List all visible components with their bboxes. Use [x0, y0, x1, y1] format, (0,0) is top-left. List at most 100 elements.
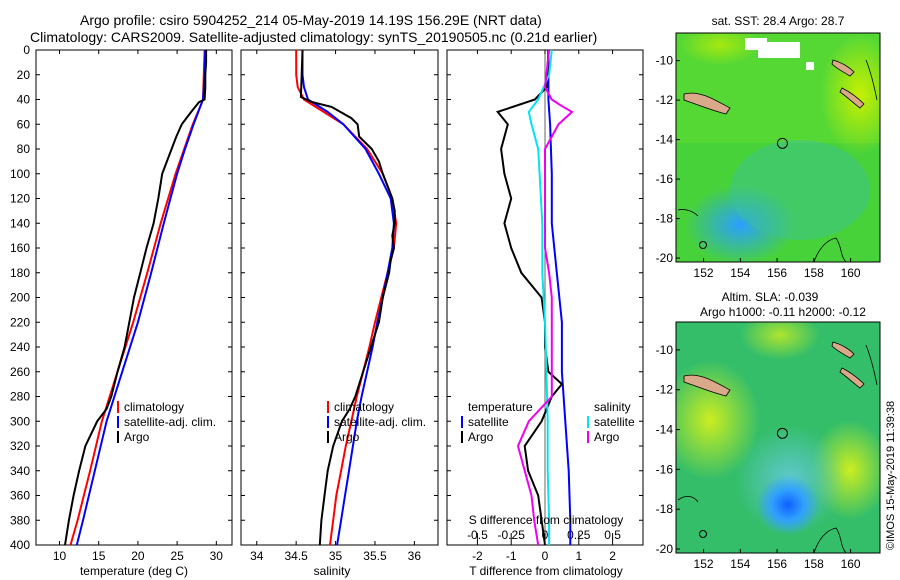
contour-line [813, 237, 847, 262]
sla-low-patch [756, 475, 820, 535]
sla-map-frame [675, 321, 881, 554]
depth-tick-label: 260 [10, 365, 30, 379]
contour-line [865, 344, 878, 386]
lon-tick-label: 158 [804, 557, 824, 571]
lat-tick-label: -16 [656, 172, 674, 186]
series-line-argo [64, 50, 208, 545]
x-tick-label: 36 [408, 549, 422, 563]
x-tick-label: 10 [53, 549, 67, 563]
depth-tick-label: 80 [17, 142, 31, 156]
temperature-series [64, 50, 208, 545]
series-line-argo [299, 50, 396, 545]
x-tick-label: 0 [542, 549, 549, 563]
land-solomon-islands [839, 87, 865, 109]
sla-map-axes: 152 154 156 158 160 -10 -12 -14 -16 -18 -20 [656, 343, 861, 571]
x-tick-label: 35 [329, 549, 343, 563]
contour-line [813, 527, 847, 553]
legend-satellite-adj-label: satellite-adj. clim. [124, 415, 216, 429]
legend-s-satellite-label: satellite [594, 415, 635, 429]
depth-tick-label: 160 [10, 241, 30, 255]
salinity-axis-label: salinity [314, 564, 351, 578]
depth-tick-label: 0 [23, 43, 30, 57]
figure-title-line2: Climatology: CARS2009. Satellite-adjuste… [30, 29, 597, 45]
legend-t-satellite-label: satellite [468, 415, 509, 429]
lon-tick-label: 160 [841, 557, 861, 571]
sla-high-patch [676, 360, 760, 480]
series-line-satellite-adj-clim- [301, 50, 395, 545]
x-tick-label: 34.5 [284, 549, 308, 563]
lat-tick-label: -18 [656, 212, 674, 226]
salinity-legend: climatology satellite-adj. clim. Argo [327, 400, 426, 444]
sla-high-patch [740, 322, 820, 360]
depth-tick-label: 400 [10, 538, 30, 552]
sst-cool-patch [685, 185, 795, 262]
land-solomon-islands [831, 59, 855, 77]
lon-tick-label: 154 [730, 557, 750, 571]
legend-argo-label: Argo [334, 430, 360, 444]
reef-contour [699, 530, 707, 538]
land-new-guinea-islands [683, 92, 731, 115]
series-line-salinity-argo [516, 50, 574, 545]
lat-tick-label: -14 [656, 133, 674, 147]
argo-position-marker [776, 137, 788, 149]
series-line-climatology [69, 50, 206, 545]
x-tick-label: 20 [131, 549, 145, 563]
lon-tick-label: 158 [804, 266, 824, 280]
t-difference-axis-label: T difference from climatology [469, 564, 623, 578]
sla-map-subtitle: Argo h1000: -0.11 h2000: -0.12 [700, 305, 866, 319]
temperature-x-axis: 10 15 20 25 30 [53, 50, 223, 563]
legend-satellite-adj-label: satellite-adj. clim. [334, 415, 426, 429]
depth-tick-label: 140 [10, 216, 30, 230]
sst-warm-patch [820, 35, 880, 155]
series-line-salinity-satellite [527, 50, 553, 545]
s-diff-tick-label: 0.25 [567, 528, 591, 542]
legend-s-argo-label: Argo [594, 430, 620, 444]
series-line-temperature-satellite [547, 50, 572, 545]
depth-tick-label: 180 [10, 266, 30, 280]
sla-map-title: Altim. SLA: -0.039 [722, 290, 819, 304]
series-line-temperature-argo [496, 50, 564, 545]
s-diff-tick-label: -0.25 [498, 528, 526, 542]
x-tick-label: 30 [210, 549, 224, 563]
difference-salinity-legend: salinity satellite Argo [587, 400, 635, 444]
land-solomon-islands [831, 341, 855, 359]
contour-line [865, 59, 878, 101]
sst-missing-data [758, 42, 800, 58]
temperature-legend: climatology satellite-adj. clim. Argo [117, 400, 216, 444]
x-tick-label: 1 [575, 549, 582, 563]
temperature-axis-label: temperature (deg C) [80, 564, 188, 578]
depth-tick-label: 380 [10, 513, 30, 527]
lat-tick-label: -20 [656, 542, 674, 556]
depth-tick-label: 100 [10, 167, 30, 181]
depth-tick-label: 20 [17, 68, 31, 82]
reef-contour [699, 241, 707, 249]
lat-tick-label: -20 [656, 251, 674, 265]
lon-tick-label: 152 [694, 266, 714, 280]
depth-tick-label: 200 [10, 291, 30, 305]
x-tick-label: -2 [472, 549, 483, 563]
legend-t-argo-label: Argo [468, 430, 494, 444]
sst-map-axes: 152 154 156 158 160 -10 -12 -14 -16 -18 -20 [656, 54, 861, 280]
lat-tick-label: -12 [656, 383, 674, 397]
legend-temperature-title: temperature [468, 400, 533, 414]
depth-tick-label: 360 [10, 489, 30, 503]
depth-tick-label: 60 [17, 117, 31, 131]
x-tick-label: 35.5 [363, 549, 387, 563]
salinity-panel-frame [240, 49, 439, 546]
lon-tick-label: 156 [767, 266, 787, 280]
depth-tick-label: 320 [10, 439, 30, 453]
sst-map [676, 33, 880, 262]
s-difference-axis-label: S difference from climatology [469, 513, 624, 527]
depth-tick-label: 240 [10, 340, 30, 354]
x-tick-label: -1 [506, 549, 517, 563]
lon-tick-label: 154 [730, 266, 750, 280]
imos-credit: ©IMOS 15-May-2019 11:39:38 [885, 401, 897, 550]
lon-tick-label: 152 [694, 557, 714, 571]
lat-tick-label: -18 [656, 502, 674, 516]
contour-line [677, 496, 699, 503]
lon-tick-label: 156 [767, 557, 787, 571]
depth-tick-label: 300 [10, 414, 30, 428]
depth-tick-label: 280 [10, 390, 30, 404]
sst-cool-patch [730, 140, 870, 240]
